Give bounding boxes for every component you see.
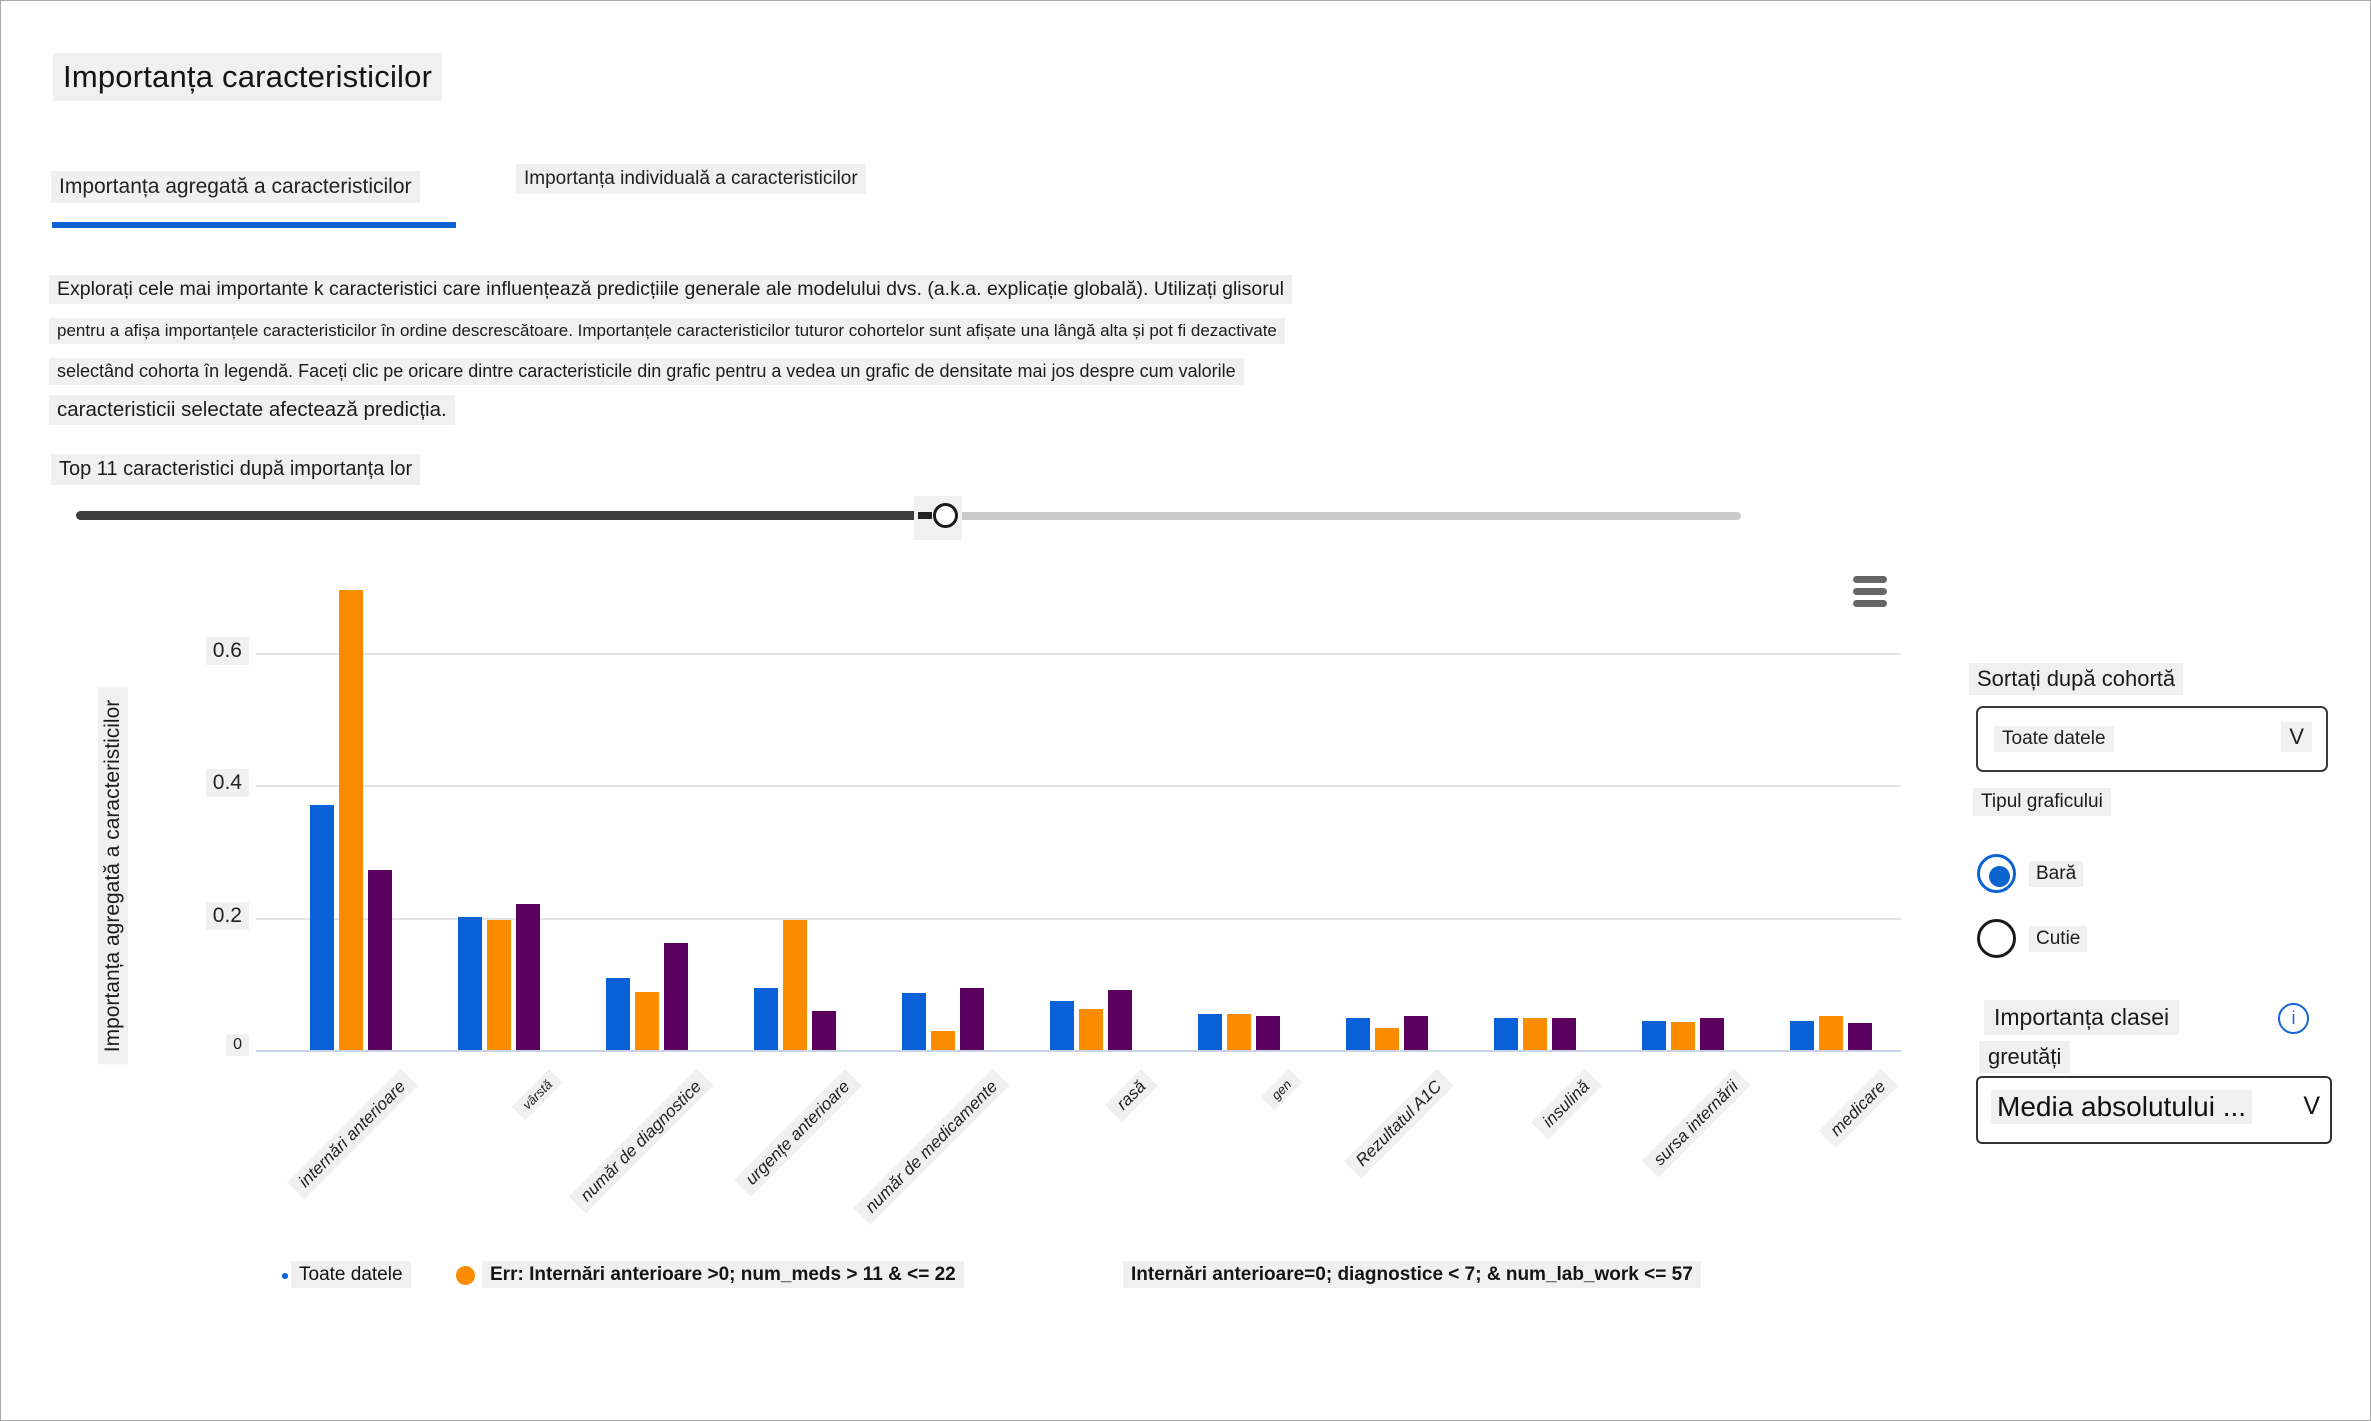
legend-label: Internări anterioare=0; diagnostice < 7;… — [1123, 1261, 1701, 1288]
x-tick-label-Rezultatul A1C[interactable]: Rezultatul A1C — [1344, 1069, 1454, 1179]
legend-small-dot-icon — [282, 1272, 288, 1279]
bar-series2-Rezultatul A1C[interactable] — [1375, 1028, 1399, 1050]
x-tick-label-număr de medicamente[interactable]: număr de medicamente — [853, 1069, 1010, 1225]
cohort-select-dropdown[interactable]: Toate datele V — [1976, 706, 2328, 772]
bar-series1-număr de medicamente[interactable] — [902, 993, 926, 1050]
info-icon[interactable]: i — [2278, 1003, 2309, 1034]
weights-select-dropdown[interactable]: Media absolutului ... V — [1976, 1076, 2332, 1144]
slider-thumb[interactable] — [933, 503, 958, 528]
legend-label: Toate datele — [291, 1261, 411, 1288]
slider-track-end — [918, 512, 932, 519]
legend-label: Err: Internări anterioare >0; num_meds >… — [482, 1261, 964, 1288]
x-axis-line — [256, 1050, 1901, 1052]
radio-selected-icon — [1977, 854, 2016, 893]
bar-series3-sursa internării[interactable] — [1700, 1018, 1724, 1050]
bar-series1-număr de diagnostice[interactable] — [606, 978, 630, 1050]
bar-series3-Rezultatul A1C[interactable] — [1404, 1016, 1428, 1050]
bar-series2-gen[interactable] — [1227, 1014, 1251, 1050]
bar-series1-Rezultatul A1C[interactable] — [1346, 1018, 1370, 1050]
legend-item-2[interactable]: Err: Internări anterioare >0; num_meds >… — [456, 1261, 964, 1288]
radio-bar-label: Bară — [2029, 861, 2084, 887]
x-tick-label-urgențe anterioare[interactable]: urgențe anterioare — [734, 1069, 862, 1197]
weights-select-value: Media absolutului ... — [1991, 1090, 2253, 1124]
bar-series3-rasă[interactable] — [1108, 990, 1132, 1050]
x-tick-label-internări anterioare[interactable]: internări anterioare — [287, 1069, 418, 1200]
bar-series1-vârstă[interactable] — [458, 917, 482, 1050]
bar-series1-urgențe anterioare[interactable] — [754, 988, 778, 1050]
gridline-0.2 — [256, 917, 1901, 920]
radio-box-label: Cutie — [2029, 926, 2088, 952]
chart-menu-icon[interactable] — [1849, 573, 1891, 613]
bar-series3-urgențe anterioare[interactable] — [812, 1011, 836, 1050]
chevron-down-icon: V — [2281, 722, 2312, 752]
description-line-3: selectând cohorta în legendă. Faceți cli… — [49, 358, 1244, 385]
x-tick-label-gen[interactable]: gen — [1260, 1069, 1303, 1111]
bar-series1-rasă[interactable] — [1050, 1001, 1074, 1050]
gridline-0.4 — [256, 785, 1901, 787]
bar-series3-medicare[interactable] — [1848, 1023, 1872, 1050]
chevron-down-icon: V — [2303, 1092, 2320, 1120]
gridline-0.6 — [256, 652, 1901, 655]
bar-series2-insulină[interactable] — [1523, 1018, 1547, 1050]
bar-series2-sursa internării[interactable] — [1671, 1022, 1695, 1050]
top-k-features-label: Top 11 caracteristici după importanța lo… — [51, 454, 421, 485]
bar-series3-vârstă[interactable] — [516, 904, 540, 1050]
slider-empty-track[interactable] — [956, 512, 1741, 520]
bar-series1-medicare[interactable] — [1790, 1021, 1814, 1050]
y-tick-label-0.4: 0.4 — [205, 769, 249, 797]
tab-aggregate-feature-importance[interactable]: Importanța agregată a caracteristicilor — [51, 171, 420, 203]
active-tab-underline — [52, 222, 456, 228]
bar-series2-rasă[interactable] — [1079, 1009, 1103, 1050]
x-tick-label-sursa internării[interactable]: sursa internării — [1641, 1069, 1750, 1178]
bar-series2-vârstă[interactable] — [487, 920, 511, 1050]
legend-item-3[interactable]: Internări anterioare=0; diagnostice < 7;… — [1123, 1261, 1701, 1288]
legend-dot-icon — [456, 1266, 475, 1286]
bar-series2-număr de medicamente[interactable] — [931, 1031, 955, 1050]
bar-series3-număr de medicamente[interactable] — [960, 988, 984, 1050]
radio-unselected-icon — [1977, 919, 2016, 958]
bar-series2-medicare[interactable] — [1819, 1016, 1843, 1050]
chart-type-label: Tipul graficului — [1973, 788, 2111, 816]
bar-series1-insulină[interactable] — [1494, 1018, 1518, 1050]
cohort-select-value: Toate datele — [1994, 726, 2114, 752]
bar-series2-urgențe anterioare[interactable] — [783, 920, 807, 1050]
bar-series3-număr de diagnostice[interactable] — [664, 943, 688, 1050]
bar-series3-gen[interactable] — [1256, 1016, 1280, 1050]
y-tick-label-0: 0 — [226, 1034, 249, 1056]
class-importance-label: Importanța clasei — [1984, 1000, 2180, 1035]
x-tick-label-rasă[interactable]: rasă — [1104, 1069, 1158, 1123]
class-importance-weights-label: greutăți — [1979, 1041, 2071, 1073]
bar-series3-internări anterioare[interactable] — [368, 870, 392, 1050]
bar-series1-internări anterioare[interactable] — [310, 805, 334, 1050]
bar-series2-internări anterioare[interactable] — [339, 590, 363, 1050]
y-axis-label: Importanța agregată a caracteristicilor — [98, 687, 128, 1065]
y-tick-label-0.2: 0.2 — [205, 901, 249, 930]
page-title: Importanța caracteristicilor — [53, 53, 443, 101]
description-line-1: Explorați cele mai importante k caracter… — [49, 275, 1292, 304]
description-line-2: pentru a afișa importanțele caracteristi… — [49, 318, 1285, 344]
bar-series1-sursa internării[interactable] — [1642, 1021, 1666, 1050]
description-line-4: caracteristicii selectate afectează pred… — [49, 395, 455, 425]
bar-series1-gen[interactable] — [1198, 1014, 1222, 1050]
tab-individual-feature-importance[interactable]: Importanța individuală a caracteristicil… — [516, 164, 866, 194]
legend-item-1[interactable]: Toate datele — [282, 1261, 411, 1288]
y-tick-label-0.6: 0.6 — [205, 636, 249, 665]
x-tick-label-insulină[interactable]: insulină — [1531, 1069, 1602, 1140]
slider-filled-track[interactable] — [76, 511, 933, 520]
bar-series3-insulină[interactable] — [1552, 1018, 1576, 1050]
x-tick-label-număr de diagnostice[interactable]: număr de diagnostice — [569, 1069, 714, 1214]
x-tick-label-medicare[interactable]: medicare — [1818, 1069, 1898, 1149]
top-k-slider[interactable] — [61, 496, 1761, 542]
sort-by-cohort-label: Sortați după cohortă — [1969, 663, 2184, 695]
x-tick-label-vârstă[interactable]: vârstă — [511, 1069, 563, 1121]
bar-series2-număr de diagnostice[interactable] — [635, 992, 659, 1050]
